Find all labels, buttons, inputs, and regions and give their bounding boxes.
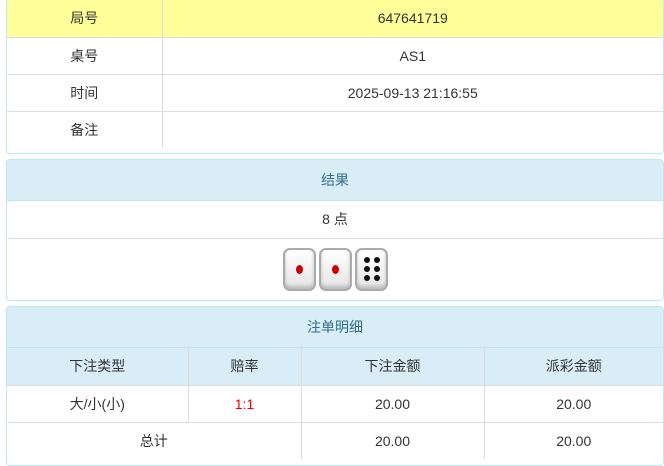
header-bet-amount: 下注金额 <box>300 348 485 386</box>
dice-group <box>7 239 663 300</box>
pip <box>373 256 380 263</box>
total-amount: 20.00 <box>300 421 485 459</box>
round-value: 647641719 <box>161 0 663 38</box>
pip <box>363 265 370 272</box>
result-points: 8 点 <box>7 201 663 239</box>
pip <box>363 274 370 281</box>
bet-amount: 20.00 <box>300 384 485 423</box>
remark-label: 备注 <box>7 110 163 148</box>
bet-info-panel: 局号 647641719 桌号 AS1 时间 2025-09-13 21:16:55 … <box>6 0 664 154</box>
table-row: 大/小(小) 1:1 20.00 20.00 <box>7 384 663 423</box>
time-value: 2025-09-13 21:16:55 <box>161 73 663 112</box>
round-row: 局号 647641719 <box>7 0 663 38</box>
odds: 1:1 <box>187 384 302 423</box>
pip <box>331 264 339 274</box>
die-1-icon <box>318 247 352 291</box>
die-6-icon <box>354 247 388 291</box>
bet-type: 大/小(小) <box>7 384 189 423</box>
pip <box>373 265 380 272</box>
result-title: 结果 <box>7 160 663 201</box>
header-bet-type: 下注类型 <box>7 348 189 386</box>
die-1-icon <box>282 247 316 291</box>
pip <box>295 264 303 274</box>
time-row: 时间 2025-09-13 21:16:55 <box>7 73 663 112</box>
table-label: 桌号 <box>7 36 163 75</box>
total-label: 总计 <box>7 421 302 459</box>
column-headers: 下注类型 赔率 下注金额 派彩金额 <box>7 348 663 386</box>
bet-details-title: 注单明细 <box>7 307 663 348</box>
table-value: AS1 <box>161 36 663 75</box>
total-row: 总计 20.00 20.00 <box>7 421 663 459</box>
round-label: 局号 <box>7 0 163 38</box>
payout: 20.00 <box>483 384 663 423</box>
header-payout: 派彩金额 <box>483 348 663 386</box>
table-row: 桌号 AS1 <box>7 36 663 75</box>
total-payout: 20.00 <box>483 421 663 459</box>
pip <box>363 256 370 263</box>
remark-value <box>161 110 663 148</box>
time-label: 时间 <box>7 73 163 112</box>
remark-row: 备注 <box>7 110 663 148</box>
result-panel: 结果 8 点 <box>6 159 664 301</box>
bet-details-panel: 注单明细 下注类型 赔率 下注金额 派彩金额 大/小(小) 1:1 20.00 … <box>6 306 664 466</box>
pip <box>373 274 380 281</box>
header-odds: 赔率 <box>187 348 302 386</box>
